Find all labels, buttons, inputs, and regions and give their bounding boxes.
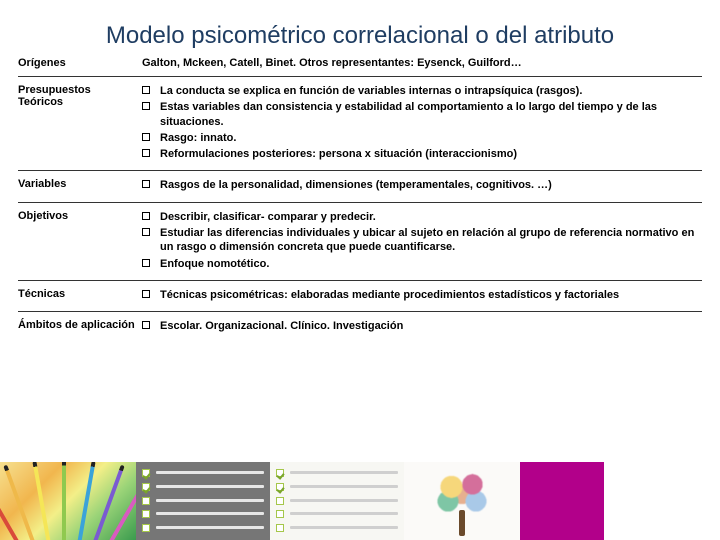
list-item-text: Reformulaciones posteriores: persona x s… (160, 147, 702, 161)
mini-checkbox-icon (276, 524, 284, 532)
mini-checkbox-icon (276, 469, 284, 477)
footer-accent-bar (520, 462, 604, 540)
checkbox-icon (142, 212, 150, 220)
list-item: Escolar. Organizacional. Clínico. Invest… (142, 319, 702, 333)
mini-checkbox-icon (142, 469, 150, 477)
list-item: La conducta se explica en función de var… (142, 84, 702, 98)
mini-text-line (156, 526, 264, 529)
row-content: Técnicas psicométricas: elaboradas media… (142, 288, 702, 304)
mini-checkbox-icon (276, 483, 284, 491)
content-table: OrígenesGalton, Mckeen, Catell, Binet. O… (18, 50, 702, 343)
row-label: Ámbitos de aplicación (18, 319, 142, 331)
table-row: Variables Rasgos de la personalidad, dime… (18, 171, 702, 202)
mini-checkbox-icon (276, 497, 284, 505)
list-item: Reformulaciones posteriores: persona x s… (142, 147, 702, 161)
footer-image-tree (404, 462, 520, 540)
mini-checkbox-icon (276, 510, 284, 518)
list-item-text: Rasgos de la personalidad, dimensiones (… (160, 178, 702, 192)
list-item: Enfoque nomotético. (142, 257, 702, 271)
pencil-icon (62, 462, 66, 540)
mini-text-line (290, 512, 398, 515)
row-label: Presupuestos Teóricos (18, 84, 142, 108)
checkbox-icon (142, 86, 150, 94)
footer-image-checklist-dark (136, 462, 270, 540)
checkbox-icon (142, 259, 150, 267)
list-item-text: Describir, clasificar- comparar y predec… (160, 210, 702, 224)
list-item-text: La conducta se explica en función de var… (160, 84, 702, 98)
checklist: Rasgos de la personalidad, dimensiones (… (142, 178, 702, 192)
row-text: Galton, Mckeen, Catell, Binet. Otros rep… (142, 57, 522, 69)
mini-checkbox-icon (142, 497, 150, 505)
mini-checkbox-icon (142, 510, 150, 518)
table-row: Presupuestos Teóricos La conducta se expl… (18, 77, 702, 171)
checkbox-icon (142, 149, 150, 157)
row-content: Describir, clasificar- comparar y predec… (142, 210, 702, 273)
mini-text-line (156, 512, 264, 515)
row-content: Galton, Mckeen, Catell, Binet. Otros rep… (142, 57, 702, 69)
mini-text-line (156, 499, 264, 502)
list-item-text: Enfoque nomotético. (160, 257, 702, 271)
checkbox-icon (142, 133, 150, 141)
checkbox-icon (142, 290, 150, 298)
pencil-icon (76, 462, 96, 540)
list-item-text: Estas variables dan consistencia y estab… (160, 100, 702, 129)
mini-text-line (156, 471, 264, 474)
list-item-text: Estudiar las diferencias individuales y … (160, 226, 702, 255)
footer-image-checklist-light (270, 462, 404, 540)
mini-text-line (156, 485, 264, 488)
slide-title: Modelo psicométrico correlacional o del … (0, 22, 720, 50)
checkbox-icon (142, 321, 150, 329)
mini-checkbox-icon (142, 483, 150, 491)
row-content: La conducta se explica en función de var… (142, 84, 702, 163)
row-content: Escolar. Organizacional. Clínico. Invest… (142, 319, 702, 335)
row-label: Técnicas (18, 288, 142, 300)
row-label: Orígenes (18, 57, 142, 69)
table-row: OrígenesGalton, Mckeen, Catell, Binet. O… (18, 50, 702, 77)
checkbox-icon (142, 228, 150, 236)
checkbox-icon (142, 102, 150, 110)
table-row: Técnicas Técnicas psicométricas: elaborad… (18, 281, 702, 312)
list-item: Rasgos de la personalidad, dimensiones (… (142, 178, 702, 192)
row-content: Rasgos de la personalidad, dimensiones (… (142, 178, 702, 194)
list-item-text: Escolar. Organizacional. Clínico. Invest… (160, 319, 702, 333)
mini-checkbox-icon (142, 524, 150, 532)
list-item: Rasgo: innato. (142, 131, 702, 145)
mini-text-line (290, 485, 398, 488)
list-item-text: Rasgo: innato. (160, 131, 702, 145)
mini-text-line (290, 499, 398, 502)
pencil-icon (32, 462, 52, 540)
row-label: Objetivos (18, 210, 142, 222)
checklist: La conducta se explica en función de var… (142, 84, 702, 161)
mini-text-line (290, 526, 398, 529)
list-item: Estas variables dan consistencia y estab… (142, 100, 702, 129)
checklist: Escolar. Organizacional. Clínico. Invest… (142, 319, 702, 333)
list-item: Describir, clasificar- comparar y predec… (142, 210, 702, 224)
table-row: Objetivos Describir, clasificar- comparar… (18, 203, 702, 281)
checklist: Describir, clasificar- comparar y predec… (142, 210, 702, 271)
list-item-text: Técnicas psicométricas: elaboradas media… (160, 288, 702, 302)
footer-image-strip (0, 462, 520, 540)
list-item: Técnicas psicométricas: elaboradas media… (142, 288, 702, 302)
row-label: Variables (18, 178, 142, 190)
checkbox-icon (142, 180, 150, 188)
footer-image-pencils (0, 462, 136, 540)
list-item: Estudiar las diferencias individuales y … (142, 226, 702, 255)
mini-text-line (290, 471, 398, 474)
table-row: Ámbitos de aplicación Escolar. Organizaci… (18, 312, 702, 342)
checklist: Técnicas psicométricas: elaboradas media… (142, 288, 702, 302)
